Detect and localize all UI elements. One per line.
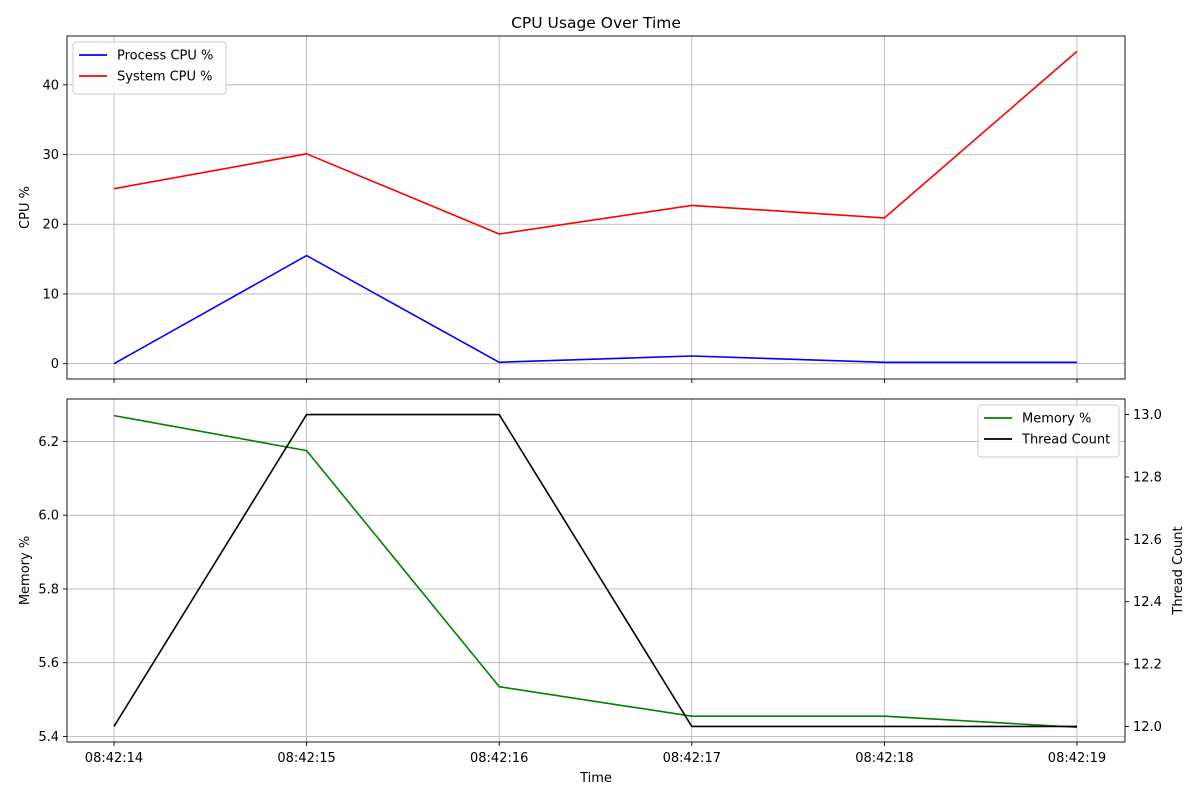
y-tick-label: 5.8	[38, 582, 59, 597]
series-line-thread-count	[113, 413, 1077, 728]
x-tick-label: 08:42:15	[277, 751, 335, 766]
legend: Process CPU % System CPU %	[72, 41, 227, 95]
gridlines	[67, 36, 1125, 379]
y-tick-label-right: 12.8	[1133, 470, 1162, 485]
legend-box	[72, 41, 227, 95]
series-line-system-cpu	[113, 50, 1078, 235]
x-tick-label: 08:42:17	[663, 751, 721, 766]
cpu-usage-panel: CPU Usage Over Time 0 10 20 30 40 CPU % Process…	[18, 14, 1126, 383]
y-tick-label: 5.4	[38, 730, 59, 745]
y-axis-label-right: Thread Count	[1171, 526, 1186, 615]
y-tick-label-right: 12.2	[1133, 658, 1162, 673]
y-tick-label: 6.2	[38, 435, 59, 450]
y-tick-label: 0	[51, 357, 59, 372]
x-tick-label: 08:42:14	[85, 751, 143, 766]
x-tick-label: 08:42:18	[855, 751, 913, 766]
plot-frame	[66, 35, 1126, 380]
legend-label: System CPU %	[117, 70, 213, 85]
legend-box	[977, 404, 1120, 458]
y-tick-label: 10	[42, 287, 59, 302]
y-tick-label-right: 12.0	[1133, 720, 1162, 735]
plot-frame	[66, 398, 1126, 743]
series-line-process-cpu	[113, 254, 1077, 365]
y-tick-label-right: 13.0	[1133, 408, 1162, 423]
series-line-memory	[113, 414, 1078, 729]
x-tick-label: 08:42:16	[470, 751, 528, 766]
y-tick-label: 20	[42, 218, 59, 233]
chart-title: CPU Usage Over Time	[511, 14, 681, 32]
y-tick-label: 40	[42, 78, 59, 93]
y-axis-label: CPU %	[18, 186, 33, 229]
legend-label: Memory %	[1022, 412, 1091, 427]
x-axis-label: Time	[579, 771, 612, 786]
y-tick-label: 6.0	[38, 509, 59, 524]
gridlines	[67, 399, 1125, 742]
y-tick-label: 30	[42, 148, 59, 163]
legend-label: Process CPU %	[117, 49, 213, 64]
y-tick-label-right: 12.4	[1133, 595, 1162, 610]
x-tick-label: 08:42:19	[1048, 751, 1106, 766]
y-tick-label-right: 12.6	[1133, 533, 1162, 548]
legend: Memory % Thread Count	[977, 404, 1120, 458]
legend-label: Thread Count	[1021, 433, 1110, 448]
y-axis-label: Memory %	[18, 536, 33, 605]
y-tick-label: 5.6	[38, 656, 59, 671]
memory-thread-panel: 08:42:14 08:42:15 08:42:16 08:42:17 08:42:18…	[18, 398, 1186, 786]
